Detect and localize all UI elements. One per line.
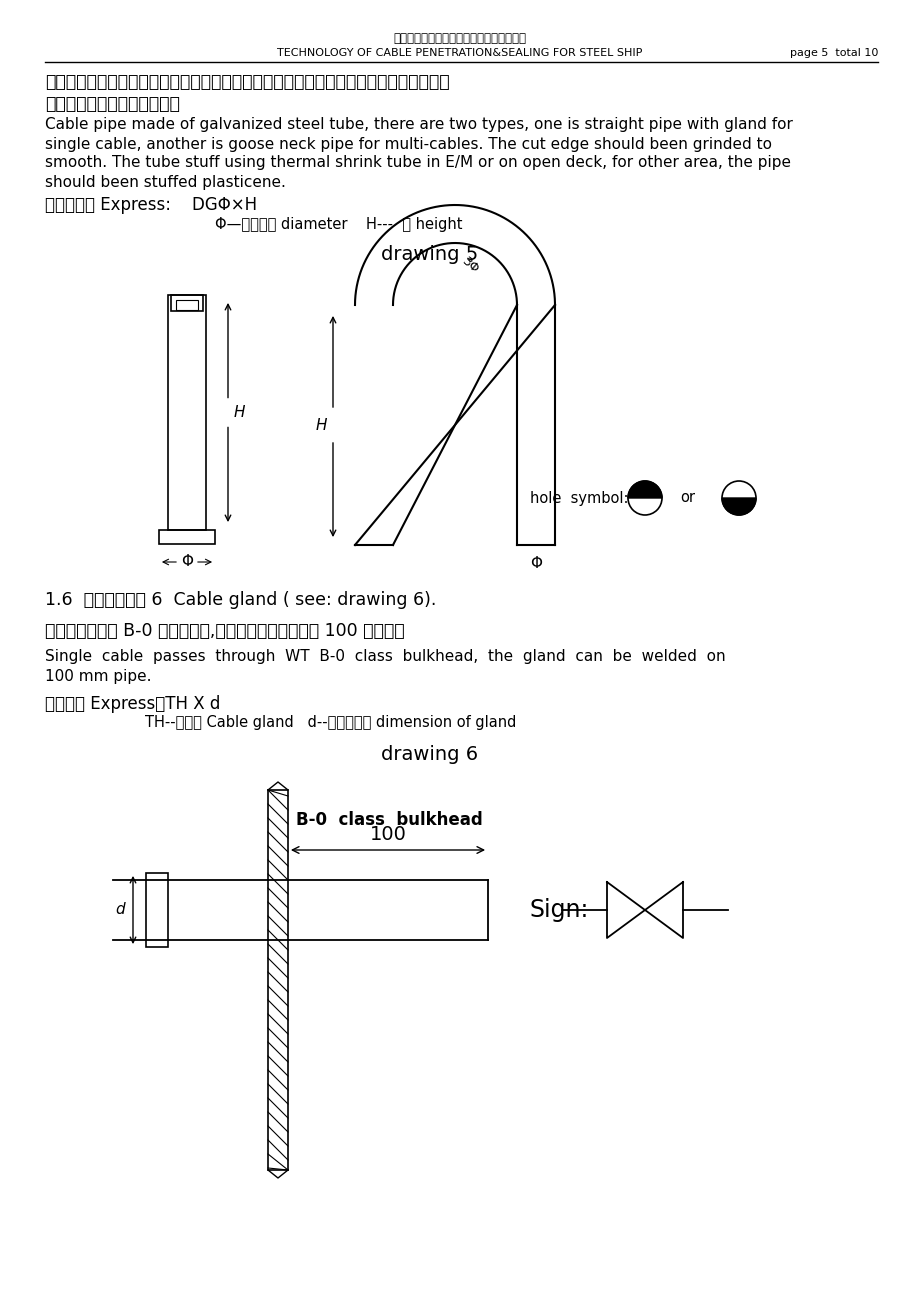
- Text: drawing 6: drawing 6: [381, 745, 478, 763]
- Text: Φ: Φ: [181, 555, 193, 569]
- Text: Φ: Φ: [529, 556, 541, 570]
- Text: Single  cable  passes  through  WT  B-0  class  bulkhead,  the  gland  can  be  : Single cable passes through WT B-0 class…: [45, 650, 725, 664]
- Bar: [146, 874, 168, 947]
- Text: 船舶电装预制件制作及电缆贯穿件隔堵工艺: 船舶电装预制件制作及电缆贯穿件隔堵工艺: [393, 31, 526, 44]
- Text: smooth. The tube stuff using thermal shrink tube in E/M or on open deck, for oth: smooth. The tube stuff using thermal shr…: [45, 155, 790, 171]
- Text: B-0  class  bulkhead: B-0 class bulkhead: [296, 811, 482, 829]
- Text: H: H: [233, 405, 245, 421]
- Text: 1.6  填料函见下图 6  Cable gland ( see: drawing 6).: 1.6 填料函见下图 6 Cable gland ( see: drawing …: [45, 591, 436, 609]
- Wedge shape: [628, 480, 662, 497]
- Bar: [171, 296, 203, 311]
- Text: should been stuffed plasticene.: should been stuffed plasticene.: [45, 174, 286, 190]
- Bar: [159, 530, 215, 544]
- Text: 100: 100: [369, 824, 406, 844]
- Text: 表示方法为 Express:    DGΦ×H: 表示方法为 Express: DGΦ×H: [45, 197, 256, 214]
- Text: 100 mm pipe.: 100 mm pipe.: [45, 668, 152, 684]
- Text: page 5  total 10: page 5 total 10: [789, 48, 877, 59]
- Text: TH--填料函 Cable gland   d--填料函尺寸 dimension of gland: TH--填料函 Cable gland d--填料函尺寸 dimension o…: [145, 715, 516, 729]
- Bar: [176, 299, 198, 310]
- Bar: [267, 790, 288, 1170]
- Text: 配相应规格的套管以防腐蚀。: 配相应规格的套管以防腐蚀。: [45, 95, 180, 113]
- Text: Sign:: Sign:: [529, 898, 589, 922]
- Text: single cable, another is goose neck pipe for multi-cables. The cut edge should b: single cable, another is goose neck pipe…: [45, 137, 771, 151]
- Text: or: or: [679, 491, 694, 505]
- Text: 3Φ: 3Φ: [459, 254, 481, 276]
- Text: d: d: [115, 902, 125, 918]
- Text: Cable pipe made of galvanized steel tube, there are two types, one is straight p: Cable pipe made of galvanized steel tube…: [45, 117, 792, 133]
- Text: 填料函。机舱或露天区域用热缩套管密封，其它区域用橡皮泥封堵。露天甲板的电缆管须: 填料函。机舱或露天区域用热缩套管密封，其它区域用橡皮泥封堵。露天甲板的电缆管须: [45, 73, 449, 91]
- Text: drawing 5: drawing 5: [381, 245, 478, 263]
- Text: hole  symbol:: hole symbol:: [529, 491, 628, 505]
- Text: Φ—管子通径 diameter    H---  高 height: Φ—管子通径 diameter H--- 高 height: [215, 216, 462, 232]
- Wedge shape: [721, 497, 755, 516]
- Bar: [168, 296, 206, 530]
- Text: 表示方法 Express：TH X d: 表示方法 Express：TH X d: [45, 695, 221, 713]
- Text: TECHNOLOGY OF CABLE PENETRATION&SEALING FOR STEEL SHIP: TECHNOLOGY OF CABLE PENETRATION&SEALING …: [277, 48, 642, 59]
- Text: 单根电缆需贯穿 B-0 级水密壁时,可采用填料函并加焊长 100 的钢管。: 单根电缆需贯穿 B-0 级水密壁时,可采用填料函并加焊长 100 的钢管。: [45, 622, 404, 641]
- Text: H: H: [315, 418, 326, 432]
